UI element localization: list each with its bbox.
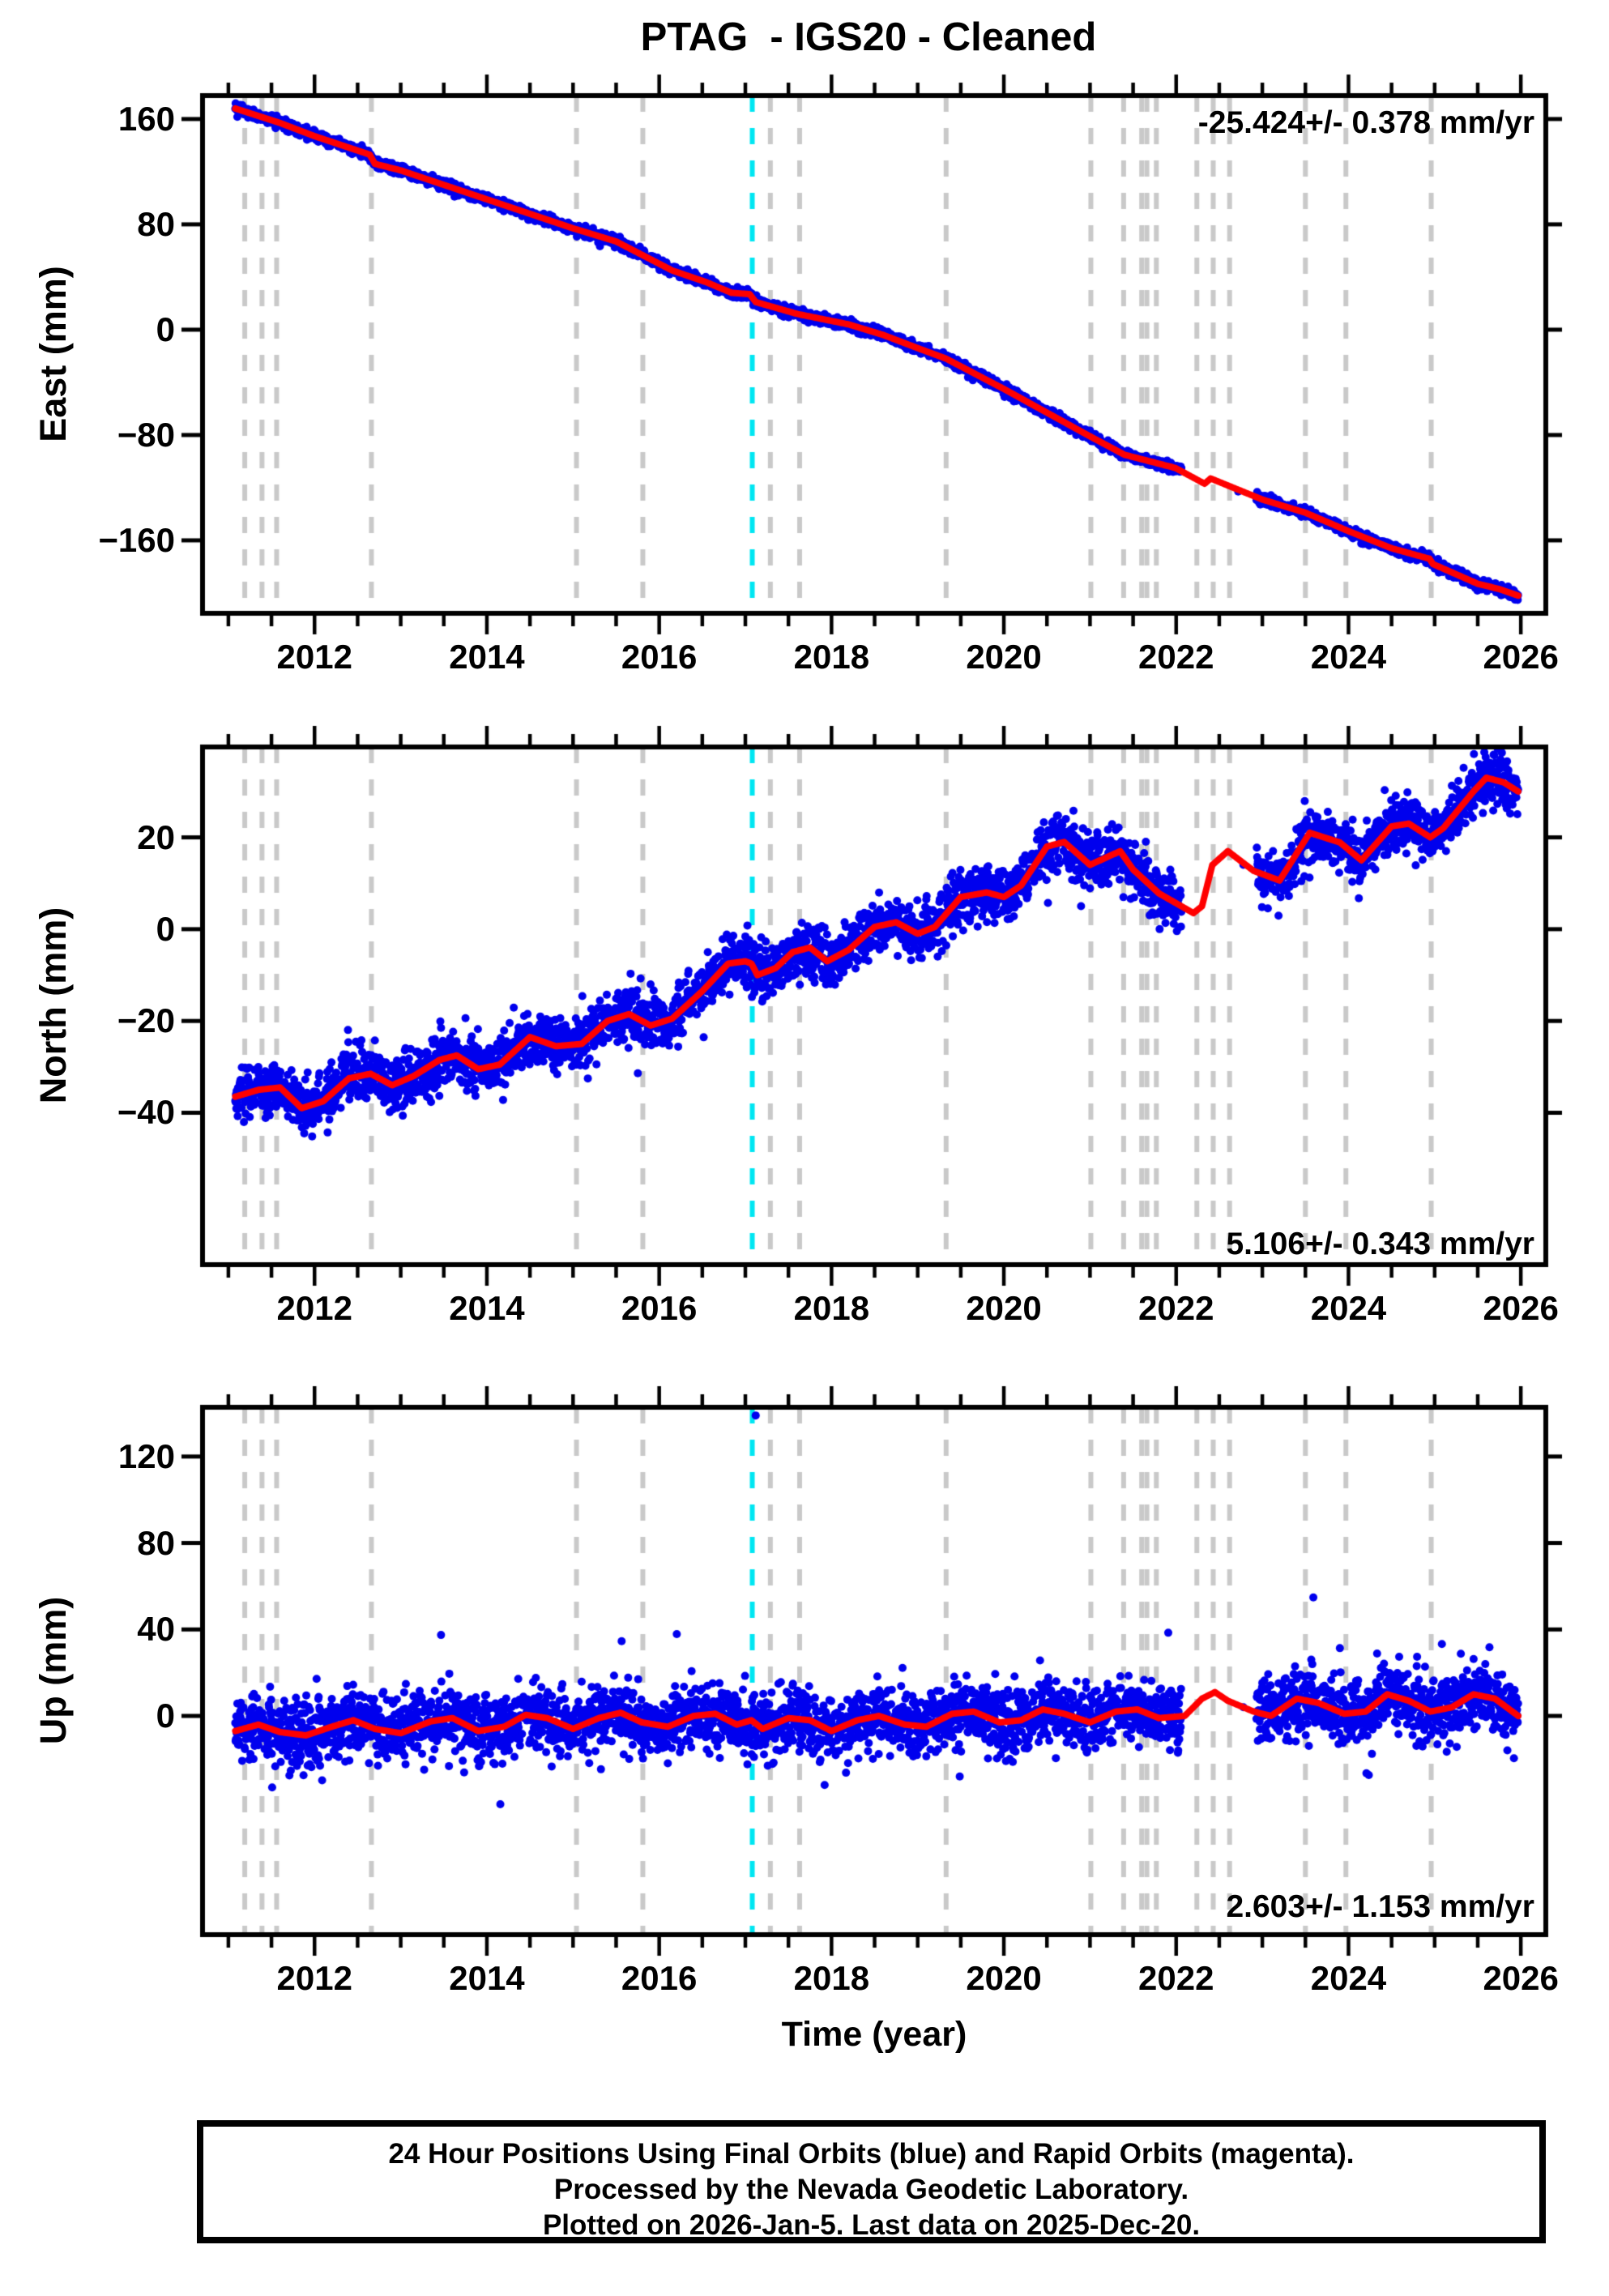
x-tick-label: 2020 <box>966 1289 1042 1327</box>
y-tick-label: −40 <box>117 1093 175 1132</box>
x-tick-label: 2014 <box>449 1289 525 1327</box>
x-tick-label: 2020 <box>966 638 1042 676</box>
x-tick-label: 2024 <box>1310 1289 1387 1327</box>
x-tick-label: 2016 <box>621 638 698 676</box>
y-tick-label: 0 <box>156 309 175 348</box>
plot-title: PTAG - IGS20 - Cleaned <box>640 15 1097 59</box>
footer-line-2: Processed by the Nevada Geodetic Laborat… <box>553 2174 1189 2205</box>
x-tick-label: 2026 <box>1483 638 1559 676</box>
up-rate-annotation: 2.603+/- 1.153 mm/yr <box>1226 1889 1534 1924</box>
x-tick-label: 2012 <box>276 638 352 676</box>
y-tick-label: 40 <box>137 1610 175 1649</box>
y-tick-label: 80 <box>137 204 175 243</box>
x-tick-label: 2012 <box>276 1959 352 1997</box>
footer-line-1: 24 Hour Positions Using Final Orbits (bl… <box>388 2138 1355 2170</box>
y-tick-label: 0 <box>156 1696 175 1735</box>
footer-line-3: Plotted on 2026-Jan-5. Last data on 2025… <box>542 2209 1201 2241</box>
y-tick-label: −20 <box>117 1001 175 1040</box>
y-tick-label: 160 <box>117 99 175 138</box>
up-axis-label: Up (mm) <box>32 1596 74 1745</box>
x-tick-label: 2018 <box>793 638 870 676</box>
x-tick-label: 2018 <box>793 1959 870 1997</box>
x-tick-label: 2016 <box>621 1959 698 1997</box>
y-tick-label: 120 <box>117 1436 175 1475</box>
y-tick-label: −80 <box>117 415 175 454</box>
x-tick-label: 2022 <box>1138 1959 1214 1997</box>
y-tick-label: 0 <box>156 909 175 948</box>
x-tick-label: 2022 <box>1138 638 1214 676</box>
x-tick-label: 2022 <box>1138 1289 1214 1327</box>
x-tick-label: 2024 <box>1310 1959 1387 1997</box>
x-tick-label: 2014 <box>449 638 525 676</box>
x-tick-label: 2026 <box>1483 1959 1559 1997</box>
east-rate-annotation: -25.424+/- 0.378 mm/yr <box>1197 105 1534 140</box>
y-tick-label: 20 <box>137 817 175 856</box>
y-tick-label: −160 <box>98 520 175 559</box>
y-tick-label: 80 <box>137 1523 175 1562</box>
x-tick-label: 2014 <box>449 1959 525 1997</box>
east-axis-label: East (mm) <box>32 266 74 442</box>
x-tick-label: 2012 <box>276 1289 352 1327</box>
north-rate-annotation: 5.106+/- 0.343 mm/yr <box>1226 1227 1534 1261</box>
x-tick-label: 2018 <box>793 1289 870 1327</box>
footer-box: 24 Hour Positions Using Final Orbits (bl… <box>197 2120 1546 2243</box>
time-axis-label: Time (year) <box>781 2015 967 2054</box>
x-tick-label: 2016 <box>621 1289 698 1327</box>
x-tick-label: 2024 <box>1310 638 1387 676</box>
x-tick-label: 2020 <box>966 1959 1042 1997</box>
north-axis-label: North (mm) <box>32 907 74 1104</box>
x-tick-label: 2026 <box>1483 1289 1559 1327</box>
